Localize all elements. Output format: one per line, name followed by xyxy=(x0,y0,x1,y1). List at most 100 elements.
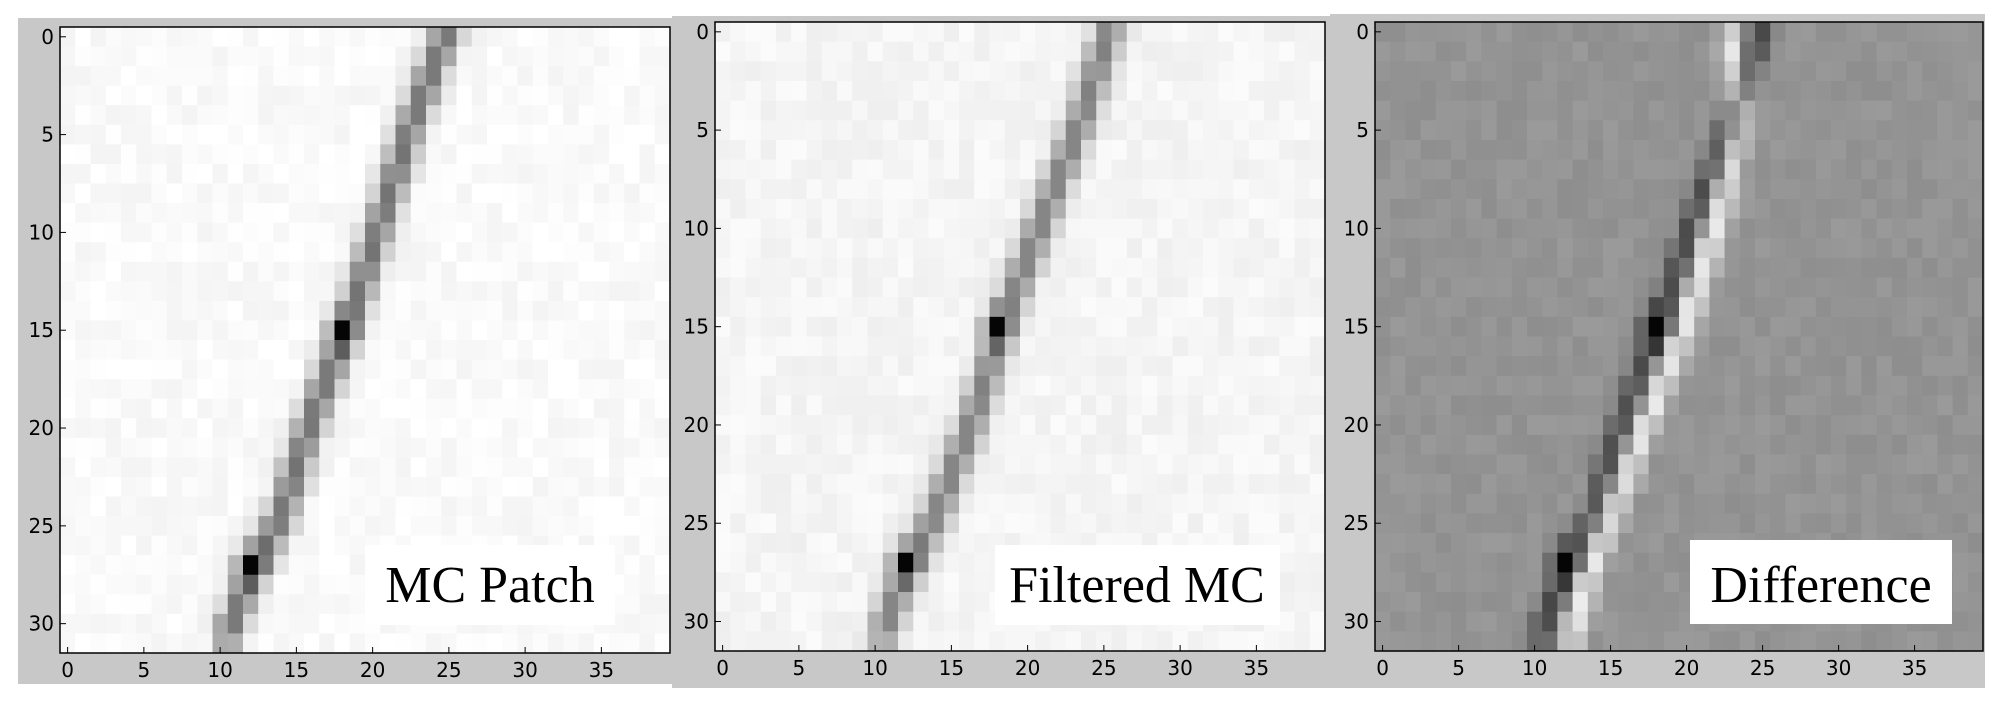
y-tick-label: 20 xyxy=(1344,413,1369,437)
heatmap-cell xyxy=(1663,434,1680,456)
heatmap-cell xyxy=(304,242,320,263)
heatmap-cell xyxy=(1679,41,1695,62)
heatmap-cell xyxy=(1451,22,1467,43)
heatmap-cell xyxy=(1663,316,1680,338)
heatmap-cell xyxy=(136,340,153,361)
heatmap-cell xyxy=(1815,61,1832,82)
heatmap-cell xyxy=(1922,415,1938,436)
heatmap-cell xyxy=(1633,375,1650,397)
heatmap-cell xyxy=(1390,238,1406,259)
heatmap-cell xyxy=(1279,375,1296,397)
x-tick-label: 0 xyxy=(1376,656,1389,680)
heatmap-cell xyxy=(654,633,671,654)
heatmap-cell xyxy=(760,592,777,613)
heatmap-cell xyxy=(75,437,92,458)
heatmap-cell xyxy=(349,320,366,341)
heatmap-cell xyxy=(898,277,914,298)
heatmap-cell xyxy=(319,105,336,126)
heatmap-cell xyxy=(1126,41,1143,62)
heatmap-cell xyxy=(715,356,731,377)
heatmap-cell xyxy=(806,218,823,239)
heatmap-cell xyxy=(197,183,214,204)
heatmap-cell xyxy=(1126,159,1143,180)
heatmap-cell xyxy=(609,476,625,498)
heatmap-cell xyxy=(1770,61,1786,82)
heatmap-cell xyxy=(852,139,869,161)
heatmap-cell xyxy=(1724,493,1741,515)
heatmap-cell xyxy=(959,336,975,357)
heatmap-cell xyxy=(1603,356,1619,377)
heatmap-cell xyxy=(730,395,747,416)
heatmap-cell xyxy=(1157,139,1174,161)
heatmap-cell xyxy=(1218,474,1235,495)
heatmap-cell xyxy=(1126,238,1143,259)
heatmap-cell xyxy=(1633,533,1650,554)
heatmap-cell xyxy=(212,105,229,126)
heatmap-cell xyxy=(1907,100,1923,121)
heatmap-cell xyxy=(974,80,991,102)
heatmap-cell xyxy=(1511,198,1528,220)
heatmap-cell xyxy=(410,46,427,67)
heatmap-cell xyxy=(380,66,397,87)
heatmap-cell xyxy=(319,300,336,322)
heatmap-cell xyxy=(1785,297,1802,318)
heatmap-cell xyxy=(1785,277,1802,298)
heatmap-cell xyxy=(1907,277,1923,298)
heatmap-cell xyxy=(182,379,198,400)
heatmap-cell xyxy=(212,85,229,106)
heatmap-cell xyxy=(852,493,869,515)
heatmap-cell xyxy=(136,398,153,419)
heatmap-cell xyxy=(1648,316,1665,338)
heatmap-cell xyxy=(1603,552,1619,573)
heatmap-cell xyxy=(1126,198,1143,220)
heatmap-cell xyxy=(1481,631,1498,652)
heatmap-cell xyxy=(227,418,244,439)
heatmap-cell xyxy=(1466,61,1482,82)
heatmap-cell xyxy=(1587,198,1604,220)
heatmap-cell xyxy=(1542,139,1558,161)
heatmap-cell xyxy=(1891,336,1908,357)
heatmap-cell xyxy=(258,124,275,145)
heatmap-cell xyxy=(715,592,731,613)
heatmap-cell xyxy=(1724,120,1741,141)
heatmap-cell xyxy=(639,594,656,615)
heatmap-cell xyxy=(1096,513,1113,534)
heatmap-cell xyxy=(60,476,76,498)
heatmap-cell xyxy=(60,183,76,204)
heatmap-cell xyxy=(1466,277,1482,298)
heatmap-cell xyxy=(1679,395,1695,416)
heatmap-cell xyxy=(75,261,92,282)
heatmap-cell xyxy=(1294,336,1311,357)
heatmap-cell xyxy=(319,613,336,635)
x-tick-label: 10 xyxy=(862,656,887,680)
heatmap-cell xyxy=(1846,395,1862,416)
heatmap-cell xyxy=(867,474,884,495)
heatmap-cell xyxy=(410,66,427,87)
heatmap-cell xyxy=(273,300,290,322)
heatmap-cell xyxy=(1891,80,1908,102)
heatmap-cell xyxy=(1420,474,1437,495)
heatmap-cell xyxy=(60,85,76,106)
heatmap-cell xyxy=(532,46,549,67)
heatmap-cell xyxy=(959,61,975,82)
heatmap-cell xyxy=(532,66,549,87)
heatmap-cell xyxy=(1481,513,1498,534)
heatmap-cell xyxy=(1922,80,1938,102)
heatmap-cell xyxy=(609,46,625,67)
heatmap-cell xyxy=(1755,179,1771,200)
heatmap-cell xyxy=(1390,41,1406,62)
heatmap-cell xyxy=(1952,80,1969,102)
heatmap-cell xyxy=(1800,297,1817,318)
heatmap-cell xyxy=(1572,513,1589,534)
heatmap-cell xyxy=(1050,80,1067,102)
heatmap-cell xyxy=(212,398,229,419)
heatmap-cell xyxy=(578,340,595,361)
heatmap-cell xyxy=(1587,395,1604,416)
heatmap-cell xyxy=(837,572,853,593)
heatmap-cell xyxy=(1755,316,1771,338)
heatmap-cell xyxy=(1481,356,1498,377)
heatmap-cell xyxy=(776,572,792,593)
heatmap-cell xyxy=(243,144,259,165)
heatmap-cell xyxy=(212,594,229,615)
heatmap-cell xyxy=(365,242,381,263)
